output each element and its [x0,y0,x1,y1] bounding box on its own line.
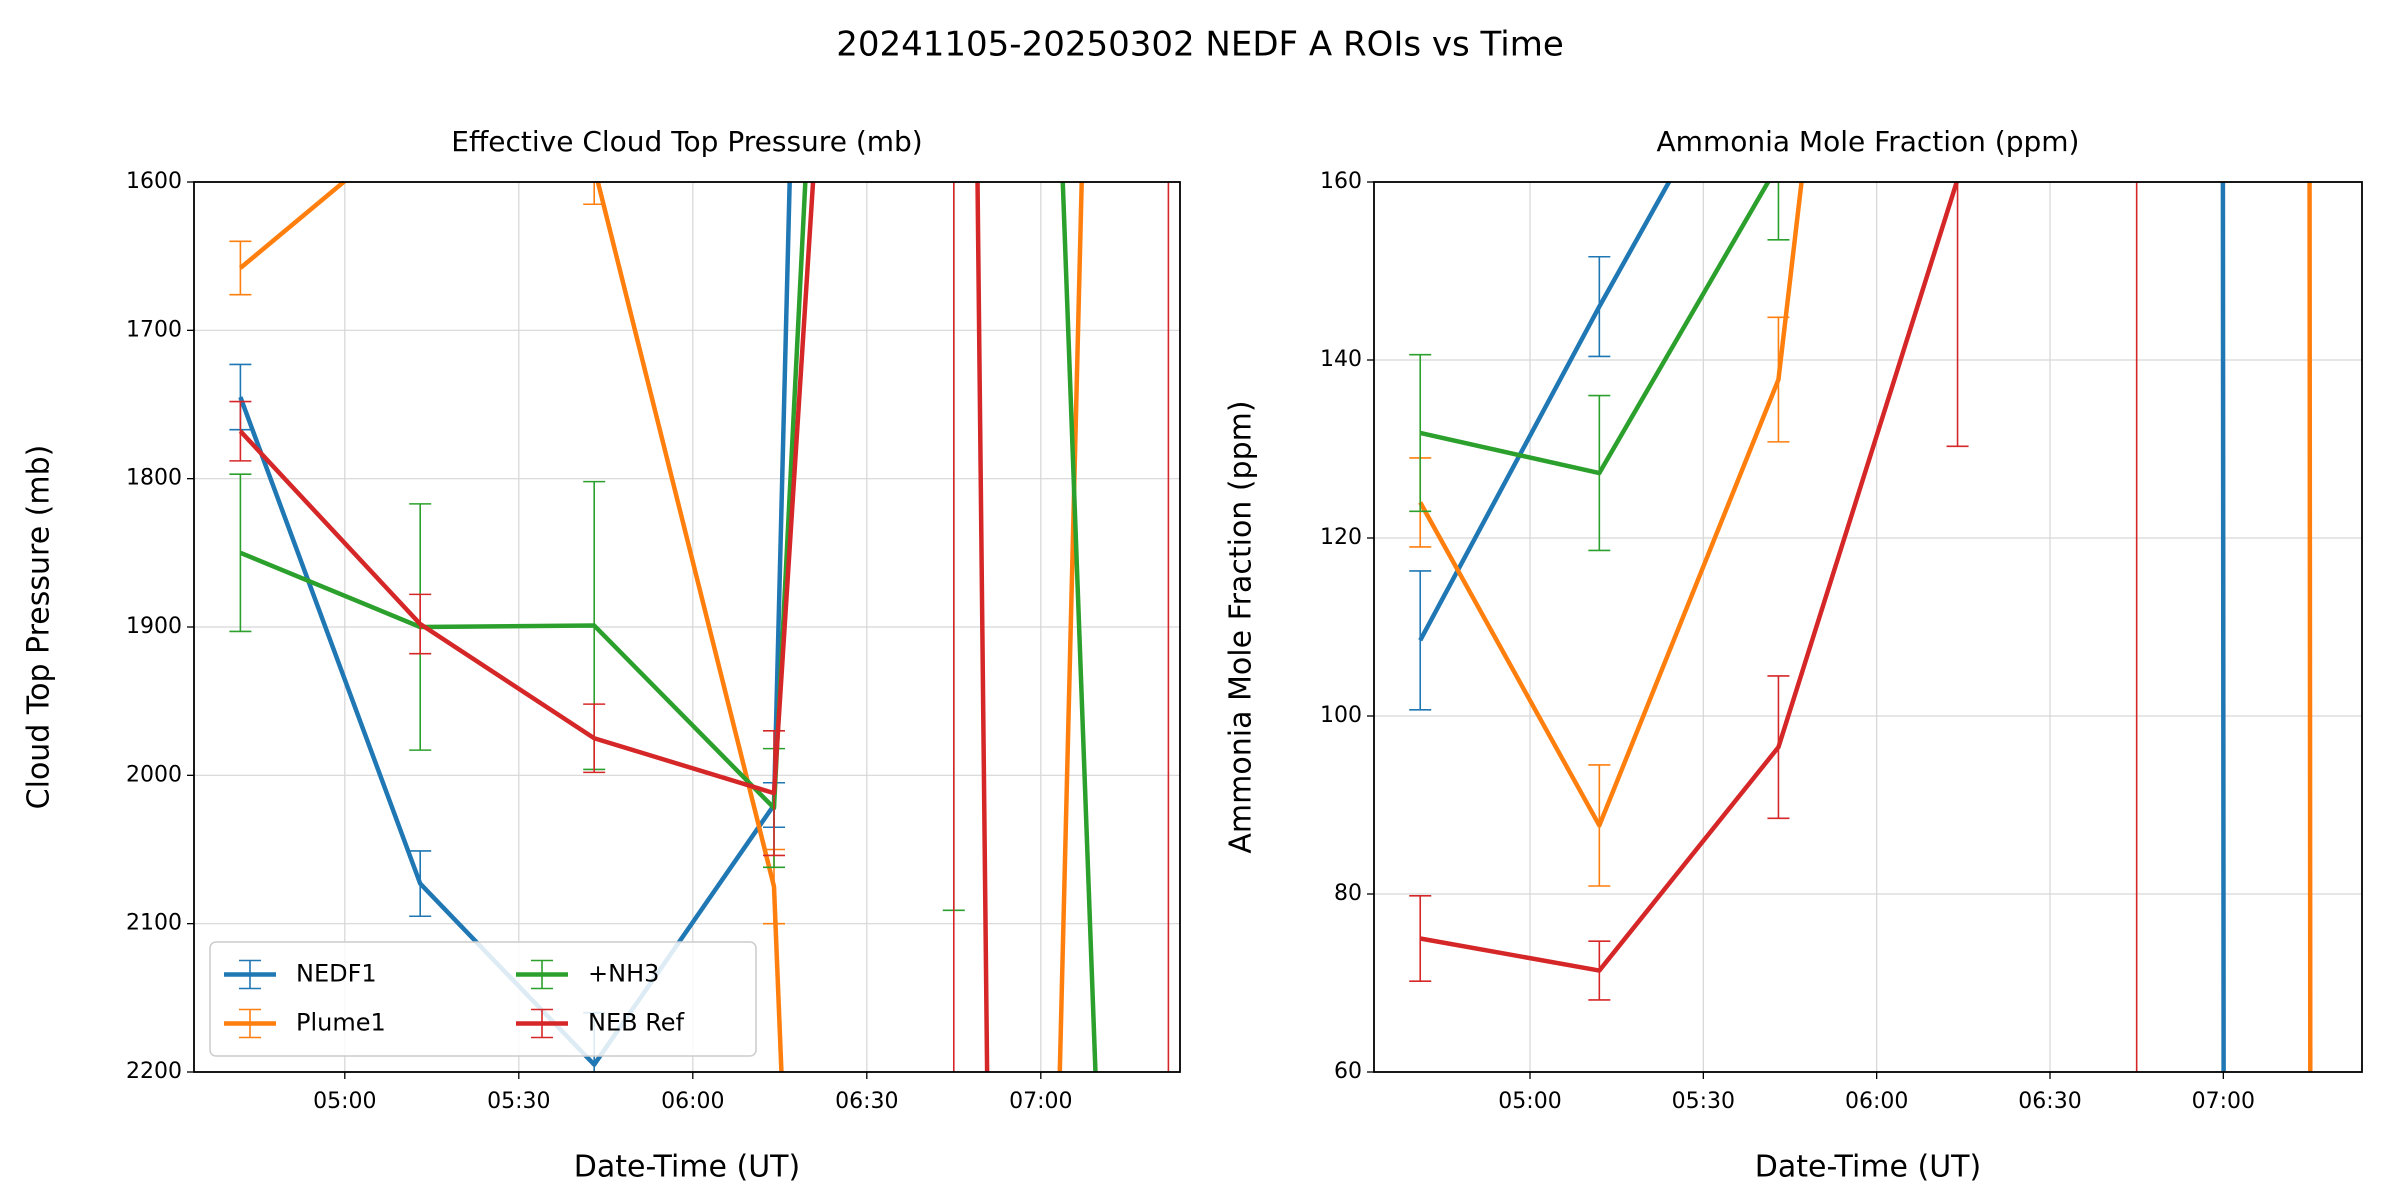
legend-label: Plume1 [296,1009,386,1037]
error-bar [409,593,432,655]
subplot: Effective Cloud Top Pressure (mb) Date-Ti… [22,89,1181,1185]
error-bar [763,730,785,857]
x-tick-label: 06:30 [2018,1089,2081,1114]
series-line [238,182,1084,1072]
error-bar [1588,255,1611,358]
y-tick-label: 1700 [126,317,182,342]
error-bar [229,473,252,633]
axes-frame [193,181,1181,1073]
subplot-title: Effective Cloud Top Pressure (mb) [451,125,922,158]
subplot: Ammonia Mole Fraction (ppm) Date-Time (UT… [1224,0,2363,1185]
series-line [238,182,792,1067]
legend-swatch-error [531,1008,553,1039]
error-bar [1946,182,1969,448]
error-bar [1767,0,1789,40]
legend: NEDF1 Plume1 +NH3 NEB Ref [209,941,757,1057]
y-tick-label: 2200 [126,1059,182,1084]
y-tick-label: 1800 [126,466,182,491]
legend-swatch-error [239,1008,261,1039]
x-tick-label: 06:00 [661,1089,724,1114]
x-axis-label: Date-Time (UT) [574,1150,800,1185]
error-bar [229,240,252,296]
error-bar [1409,894,1432,983]
y-tick-label: 2000 [126,762,182,787]
error-bar [1767,675,1790,820]
error-bar [229,400,252,462]
y-tick-label: 80 [1334,881,1362,906]
legend-swatch-error [531,959,553,990]
legend-swatch-error [239,959,261,990]
series-line [239,182,1098,1072]
error-bar [1409,353,1432,513]
x-tick-label: 07:00 [1009,1089,1072,1114]
legend-label: +NH3 [588,960,659,988]
error-bar [409,850,432,918]
x-tick-label: 05:30 [487,1089,550,1114]
error-bar [1588,940,1611,1001]
error-bar [1588,764,1611,887]
error-bar [1767,182,1790,241]
legend-label: NEDF1 [296,960,377,988]
y-tick-label: 160 [1320,169,1362,194]
plot-area [229,89,1170,1072]
y-tick-label: 120 [1320,525,1362,550]
error-bar [1767,316,1790,443]
legend-box [209,941,757,1057]
error-bar [1409,570,1432,711]
x-axis-label: Date-Time (UT) [1755,1150,1981,1185]
axes-frame [1373,181,2363,1073]
x-tick-label: 05:00 [1498,1089,1561,1114]
error-bar [583,182,606,206]
x-tick-label: 06:30 [835,1089,898,1114]
plot-area [1409,0,2313,1072]
error-bar [1588,394,1611,552]
x-tick-label: 05:30 [1672,1089,1735,1114]
y-axis-label: Cloud Top Pressure (mb) [22,445,57,810]
error-bar [953,182,955,1072]
x-tick-label: 05:00 [313,1089,376,1114]
error-bar [409,89,431,148]
series-line [1418,182,2313,1072]
x-tick-label: 07:00 [2192,1089,2255,1114]
y-tick-label: 2100 [126,911,182,936]
figure-title: 20241105-20250302 NEDF A ROIs vs Time [836,25,1564,65]
x-tick-label: 06:00 [1845,1089,1908,1114]
y-axis-label: Ammonia Mole Fraction (ppm) [1224,400,1259,853]
y-tick-label: 60 [1334,1059,1362,1084]
error-bar [1167,182,1170,1072]
legend-label: NEB Ref [588,1009,685,1037]
subplot-title: Ammonia Mole Fraction (ppm) [1657,125,2080,158]
y-tick-label: 100 [1320,703,1362,728]
y-tick-label: 140 [1320,347,1362,372]
error-bar [2135,182,2138,1072]
error-bar [583,703,606,774]
series-line [1418,182,2226,1072]
y-tick-label: 1900 [126,614,182,639]
y-tick-label: 1600 [126,169,182,194]
